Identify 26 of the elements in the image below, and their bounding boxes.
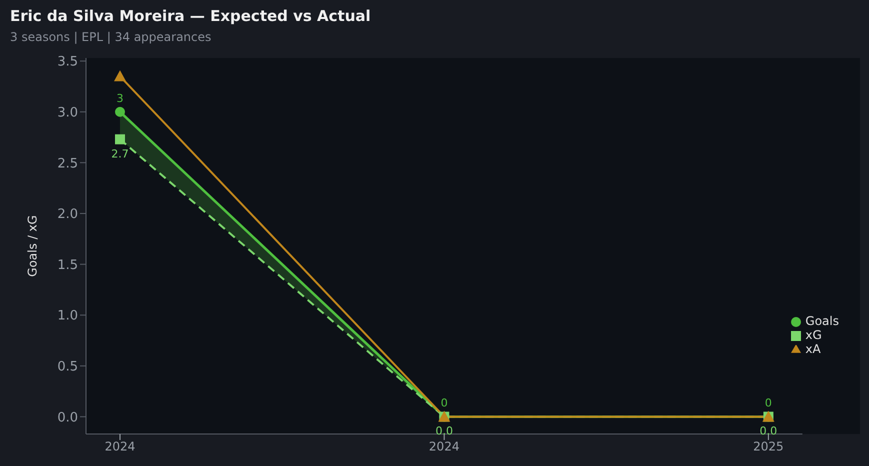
y-axis-title: Goals / xG (25, 215, 40, 277)
legend-label: xG (805, 328, 822, 342)
point (114, 70, 126, 82)
data-label: 2.7 (111, 147, 129, 160)
y-tick-label: 0.0 (57, 410, 78, 426)
chart-subtitle: 3 seasons | EPL | 34 appearances (10, 30, 212, 44)
point (115, 134, 125, 144)
y-tick-label: 1.0 (57, 308, 78, 324)
y-tick-label: 3.0 (57, 105, 78, 120)
data-label: 0 (764, 396, 772, 410)
y-tick-label: 2.0 (57, 207, 78, 222)
data-label: 3 (116, 92, 124, 105)
y-tick-label: 2.5 (57, 156, 78, 172)
legend-label: Goals (805, 314, 839, 328)
y-tick-label: 1.5 (57, 258, 78, 273)
data-label: 0.0 (760, 424, 778, 438)
y-tick-label: 3.5 (57, 54, 78, 70)
x-tick-label: 2024 (104, 440, 136, 454)
data-label: 0 (440, 396, 448, 410)
data-label: 0.0 (435, 424, 453, 438)
x-tick-label: 2025 (753, 440, 784, 454)
x-tick-label: 2024 (428, 440, 460, 454)
y-tick-label: 0.5 (57, 360, 78, 375)
point (115, 106, 125, 117)
legend-label: xA (805, 342, 821, 356)
chart-title: Eric da Silva Moreira — Expected vs Actual (10, 7, 371, 25)
